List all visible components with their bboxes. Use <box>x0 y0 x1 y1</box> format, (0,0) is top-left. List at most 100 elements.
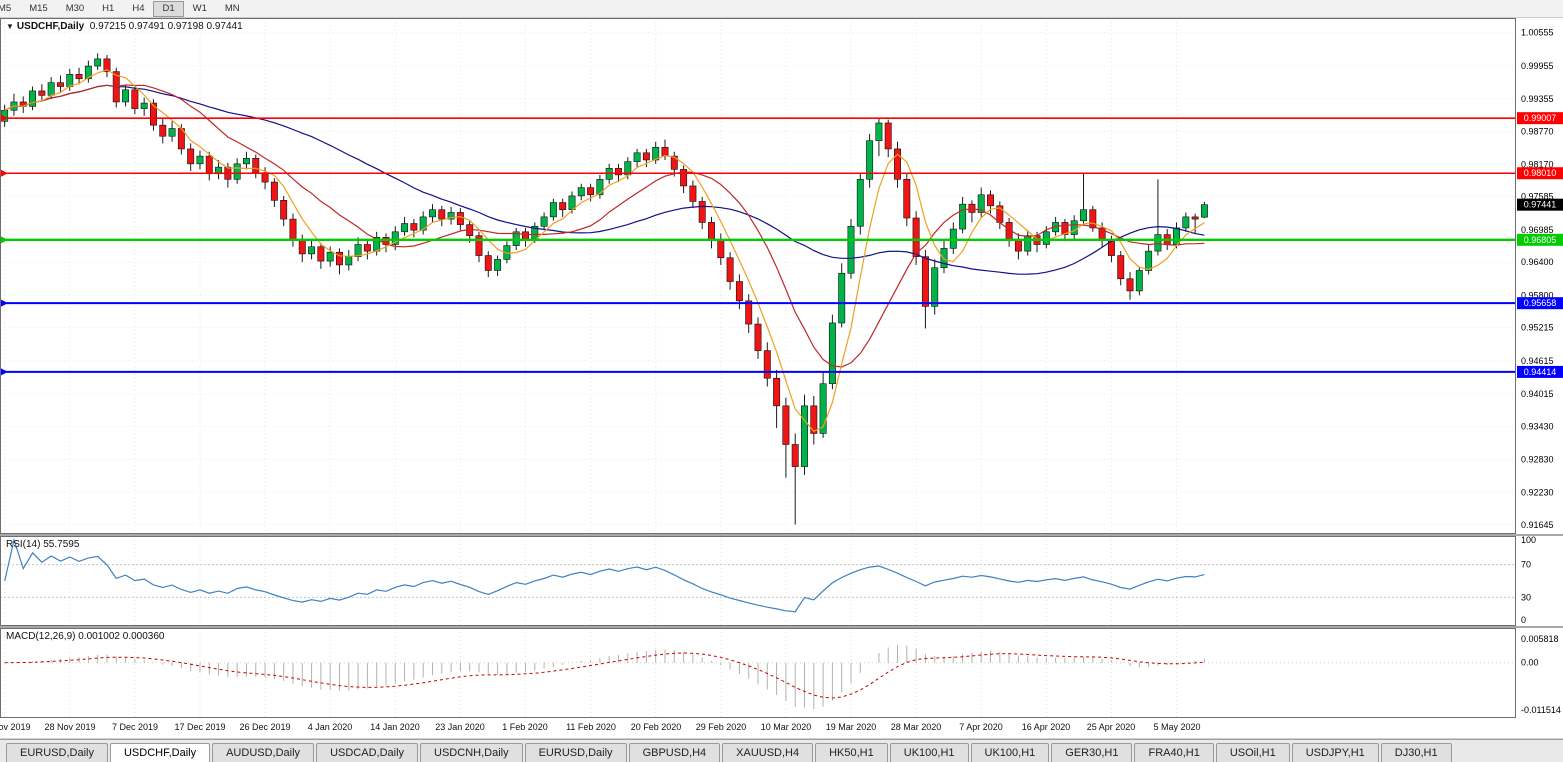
macd-tick: 0.00 <box>1521 658 1539 668</box>
rsi-tick: 100 <box>1521 536 1536 545</box>
price-tick: 0.95800 <box>1521 290 1554 300</box>
hline-left-marker <box>0 114 8 123</box>
chart-tab-usdchf-daily[interactable]: USDCHF,Daily <box>109 743 211 762</box>
timeframe-toolbar: M5 M15 M30 H1 H4 D1 W1 MN <box>0 0 1563 18</box>
price-tick: 0.91645 <box>1521 520 1554 530</box>
date-label: 23 Jan 2020 <box>435 722 485 732</box>
price-tick: 0.98170 <box>1521 159 1554 169</box>
date-label: 20 Feb 2020 <box>630 722 682 732</box>
macd-tick: 0.005818 <box>1521 634 1559 644</box>
main-chart-panel[interactable]: ▼ USDCHF,Daily 0.97215 0.97491 0.97198 0.… <box>0 18 1563 534</box>
date-label: 5 May 2020 <box>1153 722 1201 732</box>
date-label: 7 Dec 2019 <box>111 722 159 732</box>
chart-ohlc-values: 0.97215 0.97491 0.97198 0.97441 <box>89 21 243 32</box>
chart-tab-dj30-h1[interactable]: DJ30,H1 <box>1380 743 1452 762</box>
price-tick: 0.92830 <box>1521 454 1554 464</box>
timeframe-button-h4[interactable]: H4 <box>132 2 145 14</box>
timeframe-button-m15[interactable]: M15 <box>29 2 48 14</box>
chart-tab-usoil-h1[interactable]: USOil,H1 <box>1215 743 1290 762</box>
date-label: 25 Apr 2020 <box>1086 722 1136 732</box>
hline-left-marker <box>0 299 8 308</box>
date-label: 28 Nov 2019 <box>44 722 96 732</box>
hline-left-marker <box>0 235 8 244</box>
rsi-tick: 30 <box>1521 592 1531 602</box>
price-axis[interactable]: 1.00555 0.99955 0.99355 0.98770 0.98170 0.975… <box>1517 28 1563 530</box>
price-tick: 0.94615 <box>1521 356 1554 366</box>
rsi-tick: 0 <box>1521 615 1526 625</box>
chart-symbol-label: USDCHF,Daily <box>16 21 85 32</box>
macd-tick: -0.011514 <box>1521 705 1561 715</box>
macd-chart-canvas[interactable]: 0.005818 0.00 -0.011514 <box>0 628 1563 718</box>
date-label: 19 Nov 2019 <box>0 722 31 732</box>
price-tick: 0.95215 <box>1521 323 1554 333</box>
macd-indicator-panel[interactable]: MACD(12,26,9) 0.001002 0.000360 0.005818… <box>0 628 1563 718</box>
macd-signal-line <box>4 652 1205 699</box>
svg-text:0.96805: 0.96805 <box>1524 235 1557 245</box>
timeframe-button-h1[interactable]: H1 <box>102 2 115 14</box>
date-label: 14 Jan 2020 <box>370 722 420 732</box>
svg-text:0.97441: 0.97441 <box>1524 200 1557 210</box>
svg-text:0.98010: 0.98010 <box>1524 168 1557 178</box>
rsi-name: RSI(14) <box>6 539 41 550</box>
macd-values: 0.001002 0.000360 <box>78 631 165 642</box>
timeframe-button-m5[interactable]: M5 <box>0 2 12 14</box>
timeframe-button-w1[interactable]: W1 <box>192 2 207 14</box>
rsi-indicator-panel[interactable]: RSI(14) 55.7595 100 70 30 0 <box>0 536 1563 626</box>
date-label: 4 Jan 2020 <box>307 722 353 732</box>
chart-tab-uk100-h1[interactable]: UK100,H1 <box>889 743 969 762</box>
timeframe-button-mn[interactable]: MN <box>224 2 240 14</box>
rsi-tick: 70 <box>1521 560 1531 570</box>
svg-text:0.95658: 0.95658 <box>1524 298 1557 308</box>
price-tick: 0.99955 <box>1521 61 1554 71</box>
date-label: 1 Feb 2020 <box>502 722 548 732</box>
date-label: 29 Feb 2020 <box>695 722 747 732</box>
chart-tab-bar: EURUSD,Daily USDCHF,Daily AUDUSD,Daily USDC… <box>0 739 1563 762</box>
grid <box>0 18 1516 534</box>
moving-averages <box>4 69 1205 432</box>
svg-text:0.94414: 0.94414 <box>1524 367 1557 377</box>
timeframe-button-m30[interactable]: M30 <box>65 2 85 14</box>
timeframe-button-d1[interactable]: D1 <box>153 0 184 17</box>
horizontal-level-lines[interactable] <box>0 114 1516 376</box>
price-badge <box>1517 233 1563 246</box>
chart-tab-gbpusd-h4[interactable]: GBPUSD,H4 <box>628 743 721 762</box>
symbol-dropdown-icon[interactable]: ▼ <box>6 22 14 31</box>
rsi-chart-canvas[interactable]: 100 70 30 0 <box>0 536 1563 626</box>
price-badge <box>1517 167 1563 180</box>
chart-tab-ger30-h1[interactable]: GER30,H1 <box>1051 743 1133 762</box>
chart-tab-usdcad-daily[interactable]: USDCAD,Daily <box>316 743 419 762</box>
chart-tab-xauusd-h4[interactable]: XAUUSD,H4 <box>722 743 814 762</box>
macd-name: MACD(12,26,9) <box>6 631 76 642</box>
chart-tab-eurusd-daily[interactable]: EURUSD,Daily <box>6 743 108 762</box>
date-label: 28 Mar 2020 <box>890 722 942 732</box>
price-tick: 0.99355 <box>1521 94 1554 104</box>
price-tick: 0.92230 <box>1521 488 1554 498</box>
date-axis[interactable]: 19 Nov 2019 28 Nov 2019 7 Dec 2019 17 Dec 2… <box>0 718 1563 739</box>
chart-tab-audusd-daily[interactable]: AUDUSD,Daily <box>212 743 315 762</box>
price-tick: 0.93430 <box>1521 421 1554 431</box>
panel-splitter[interactable] <box>0 626 1563 628</box>
price-tick: 0.94015 <box>1521 389 1554 399</box>
hline-left-marker <box>0 169 8 178</box>
date-label: 26 Dec 2019 <box>239 722 291 732</box>
chart-tab-usdcnh-daily[interactable]: USDCNH,Daily <box>420 743 523 762</box>
candles <box>1 53 1208 525</box>
chart-tab-eurusd-daily[interactable]: EURUSD,Daily <box>524 743 627 762</box>
panel-splitter[interactable] <box>0 534 1563 536</box>
chart-title: ▼ USDCHF,Daily 0.97215 0.97491 0.97198 0.… <box>6 21 243 32</box>
date-label: 7 Apr 2020 <box>959 722 1003 732</box>
chart-tab-fra40-h1[interactable]: FRA40,H1 <box>1134 743 1214 762</box>
chart-tab-usdjpy-h1[interactable]: USDJPY,H1 <box>1291 743 1379 762</box>
svg-text:0.99007: 0.99007 <box>1524 113 1557 123</box>
macd-label: MACD(12,26,9) 0.001002 0.000360 <box>6 631 164 642</box>
date-label: 17 Dec 2019 <box>174 722 226 732</box>
date-label: 19 Mar 2020 <box>825 722 877 732</box>
candlestick-chart-canvas[interactable]: 1.00555 0.99955 0.99355 0.98770 0.98170 0.975… <box>0 18 1563 534</box>
chart-tab-hk50-h1[interactable]: HK50,H1 <box>815 743 888 762</box>
date-label: 16 Apr 2020 <box>1021 722 1071 732</box>
price-tick: 0.96400 <box>1521 257 1554 267</box>
price-tick: 0.98770 <box>1521 126 1554 136</box>
chart-tab-uk100-h1[interactable]: UK100,H1 <box>970 743 1050 762</box>
rsi-line <box>4 537 1205 613</box>
